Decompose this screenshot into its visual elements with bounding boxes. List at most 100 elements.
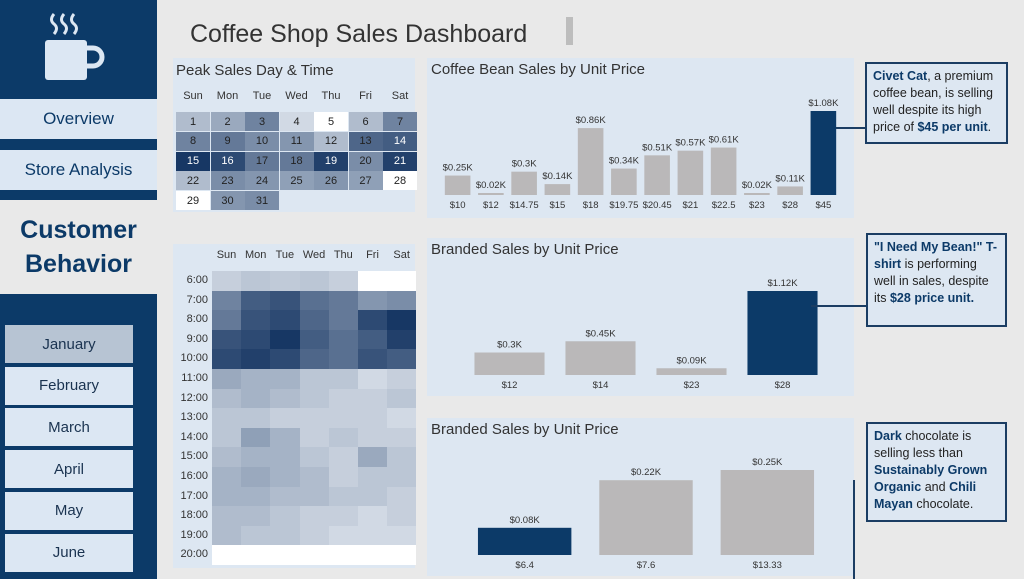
heatmap-hour-label: 11:00 <box>181 372 208 384</box>
calendar-day[interactable]: 11 <box>279 131 314 151</box>
bar-2[interactable] <box>720 470 815 555</box>
heatmap-cell <box>270 349 300 369</box>
calendar-day[interactable]: 20 <box>348 151 383 171</box>
calendar-day[interactable]: 5 <box>314 112 348 131</box>
heatmap-cell <box>328 310 358 330</box>
bar-value-label: $0.02K <box>476 180 507 191</box>
month-button-june[interactable]: June <box>5 533 133 572</box>
bar-3[interactable] <box>544 184 571 195</box>
bar-10[interactable] <box>777 186 803 195</box>
bar-11[interactable] <box>810 111 837 195</box>
month-button-january[interactable]: January <box>5 325 133 363</box>
heatmap-cell <box>270 408 300 428</box>
bar-1[interactable] <box>478 193 504 195</box>
bar-value-label: $0.34K <box>609 156 640 167</box>
bar-9[interactable] <box>744 193 770 195</box>
calendar-day[interactable]: 18 <box>279 151 314 171</box>
bar-7[interactable] <box>677 150 704 195</box>
calendar-day[interactable]: 15 <box>176 151 210 171</box>
heatmap-cell <box>328 388 358 409</box>
bar-2[interactable] <box>656 368 727 375</box>
calendar-day[interactable]: 9 <box>210 131 245 151</box>
calendar-day[interactable]: 14 <box>383 131 417 151</box>
calendar-day[interactable]: 27 <box>348 171 383 191</box>
bar-category-label: $45 <box>815 200 831 211</box>
bar-0[interactable] <box>477 527 572 555</box>
calendar-day[interactable]: 7 <box>383 112 417 131</box>
calendar-day[interactable]: 30 <box>210 191 245 211</box>
heatmap-cell <box>358 525 388 546</box>
heatmap-cell <box>241 447 271 467</box>
bar-value-label: $1.12K <box>767 278 798 289</box>
heatmap-hour-label: 17:00 <box>180 489 208 502</box>
heatmap-cell <box>387 329 417 350</box>
heatmap-cell <box>270 329 300 350</box>
calendar-day[interactable]: 3 <box>245 112 279 131</box>
bar-0[interactable] <box>474 352 545 376</box>
callout-dark-chocolate: Dark chocolate is selling less than Sust… <box>866 422 1007 522</box>
heatmap-hour-label: 8:00 <box>186 313 208 326</box>
heatmap-cell <box>328 486 358 507</box>
heatmap-cell <box>387 290 417 311</box>
heatmap-cell <box>358 349 388 369</box>
calendar-day[interactable]: 10 <box>245 131 279 151</box>
month-button-february[interactable]: February <box>5 366 133 405</box>
calendar-day[interactable]: 16 <box>210 151 245 171</box>
bar-value-label: $0.86K <box>576 115 607 126</box>
branded-chart-title-2: Branded Sales by Unit Price <box>431 421 619 438</box>
heatmap-cell <box>358 290 388 311</box>
heatmap-cell <box>299 427 329 448</box>
calendar-day[interactable]: 8 <box>176 131 210 151</box>
calendar-weekday: Fri <box>359 90 372 102</box>
heatmap-cell <box>241 408 271 428</box>
heatmap-cell <box>387 467 417 487</box>
calendar-day[interactable]: 22 <box>176 171 210 191</box>
bar-5[interactable] <box>611 168 637 195</box>
bar-category-label: $28 <box>782 200 798 211</box>
bar-1[interactable] <box>565 341 636 375</box>
bar-category-label: $14 <box>593 380 609 391</box>
callout-civet-cat: Civet Cat, a premium coffee bean, is sel… <box>865 62 1008 144</box>
calendar-day[interactable]: 4 <box>279 112 314 131</box>
calendar-day[interactable]: 1 <box>176 112 210 131</box>
heatmap-cell <box>212 369 242 389</box>
heatmap-cell <box>241 427 271 448</box>
calendar-day[interactable]: 23 <box>210 171 245 191</box>
heatmap-cell <box>212 329 242 350</box>
calendar-day[interactable]: 12 <box>314 131 348 151</box>
month-button-march[interactable]: March <box>5 408 133 447</box>
calendar-day[interactable]: 26 <box>314 171 348 191</box>
calendar-day[interactable]: 25 <box>279 171 314 191</box>
callout-connector-3 <box>853 480 855 579</box>
calendar-day[interactable]: 19 <box>314 151 348 171</box>
month-button-may[interactable]: May <box>5 491 133 530</box>
coffee-mug-icon <box>45 13 105 80</box>
bar-2[interactable] <box>511 171 537 195</box>
heatmap-cell <box>241 271 271 291</box>
calendar-day[interactable]: 28 <box>383 171 417 191</box>
month-button-april[interactable]: April <box>5 450 133 489</box>
bar-4[interactable] <box>577 128 604 195</box>
bar-category-label: $22.5 <box>712 200 736 211</box>
calendar-day[interactable]: 2 <box>210 112 245 131</box>
heatmap-weekday: Mon <box>244 249 267 261</box>
bar-1[interactable] <box>599 480 693 555</box>
calendar-day[interactable]: 31 <box>245 191 279 211</box>
calendar-day[interactable]: 17 <box>245 151 279 171</box>
bar-6[interactable] <box>644 155 670 195</box>
heatmap-cell <box>270 447 300 467</box>
bar-8[interactable] <box>710 147 737 195</box>
heatmap-cell <box>328 427 358 448</box>
calendar-day[interactable]: 21 <box>383 151 417 171</box>
nav-overview-button[interactable]: Overview <box>0 99 157 139</box>
calendar-day[interactable]: 13 <box>348 131 383 151</box>
calendar-title: Peak Sales Day & Time <box>176 62 334 79</box>
calendar-day[interactable]: 24 <box>245 171 279 191</box>
nav-store-analysis-button[interactable]: Store Analysis <box>0 150 157 190</box>
bar-3[interactable] <box>747 291 818 375</box>
heatmap-cell <box>270 486 300 507</box>
calendar-weekday: Mon <box>216 90 239 102</box>
bar-0[interactable] <box>444 175 471 195</box>
calendar-day[interactable]: 29 <box>176 191 210 211</box>
calendar-day[interactable]: 6 <box>348 112 383 131</box>
